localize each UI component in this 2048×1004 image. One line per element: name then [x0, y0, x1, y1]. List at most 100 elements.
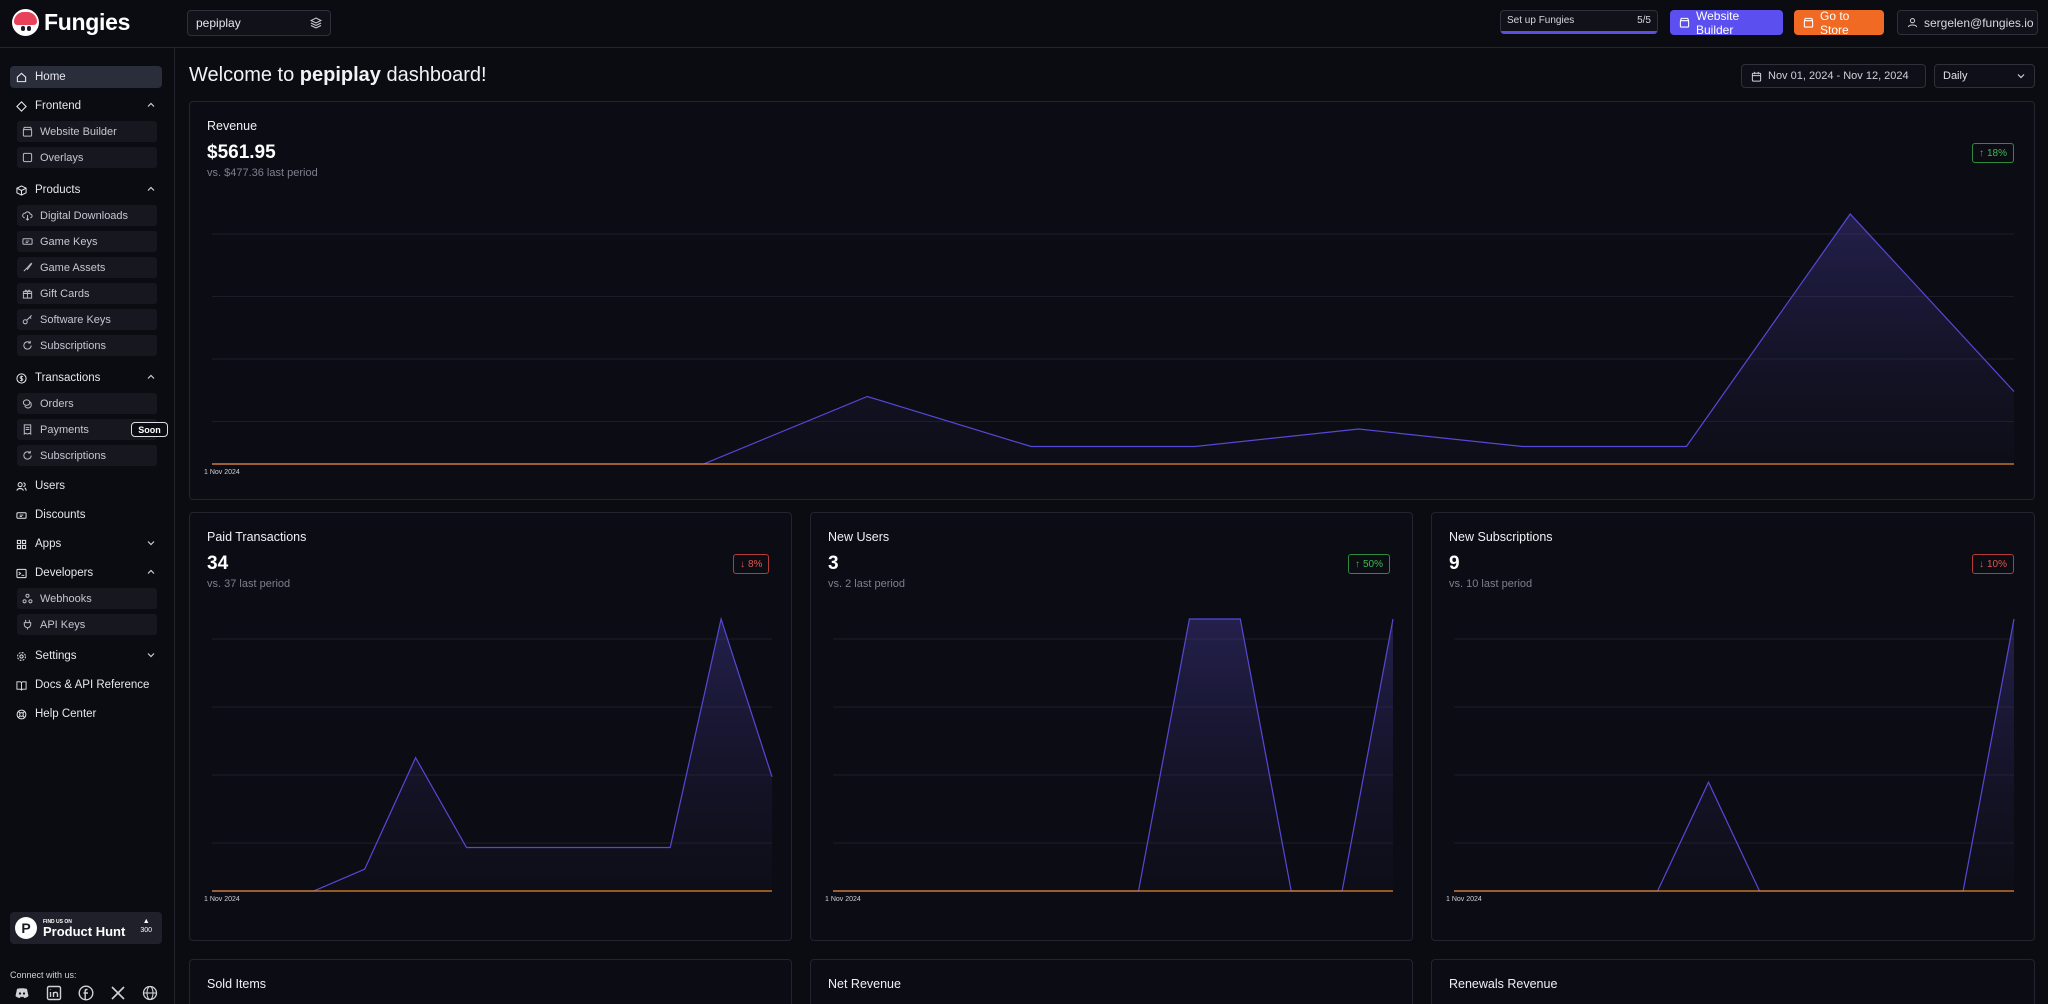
refresh-icon: [23, 450, 32, 460]
linkedin-icon[interactable]: [46, 985, 62, 1001]
setup-progress[interactable]: Set up Fungies 5/5: [1500, 10, 1658, 34]
frontend-icon: [16, 100, 27, 112]
card-value: 34: [207, 553, 229, 574]
card-value: $561.95: [207, 142, 276, 163]
dollar-circle-icon: [16, 372, 27, 384]
sidebar-item-users[interactable]: Users: [10, 475, 162, 497]
sidebar-group-developers[interactable]: Developers: [10, 562, 162, 584]
new-subscriptions-chart: 1 Nov 2024: [1446, 618, 2015, 903]
website-builder-button[interactable]: Website Builder: [1670, 9, 1783, 37]
sidebar-group-apps[interactable]: Apps: [10, 533, 162, 555]
card-title: Revenue: [207, 119, 258, 133]
store-selector[interactable]: pepiplay: [187, 10, 331, 36]
card-value: 3: [828, 553, 839, 574]
date-range-picker[interactable]: Nov 01, 2024 - Nov 12, 2024: [1741, 64, 1926, 88]
sidebar-item-game-keys[interactable]: Game Keys: [17, 231, 157, 252]
sidebar-item-help-center[interactable]: Help Center: [10, 703, 162, 725]
user-menu-button[interactable]: sergelen@fungies.io: [1897, 10, 2038, 35]
sidebar: Home Frontend Website Builder Overlays P…: [0, 48, 175, 1004]
sidebar-group-frontend[interactable]: Frontend: [10, 95, 162, 117]
sidebar-item-label: Game Assets: [40, 261, 106, 274]
book-icon: [16, 680, 27, 691]
sidebar-item-label: Products: [35, 184, 81, 196]
paid-transactions-chart: 1 Nov 2024: [204, 616, 773, 903]
x-tick-label: 1 Nov 2024: [1446, 896, 1482, 903]
sidebar-item-docs[interactable]: Docs & API Reference: [10, 674, 162, 696]
sidebar-item-website-builder[interactable]: Website Builder: [17, 121, 157, 142]
revenue-chart: 1 Nov 2024: [204, 213, 2015, 476]
store-icon: [22, 126, 33, 137]
period-select[interactable]: Daily: [1934, 64, 2035, 88]
sidebar-item-label: Discounts: [35, 509, 86, 521]
sidebar-item-product-subscriptions[interactable]: Subscriptions: [17, 335, 157, 356]
chevron-up-icon: [147, 186, 155, 191]
sidebar-group-transactions[interactable]: Transactions: [10, 367, 162, 389]
home-icon: [16, 72, 27, 82]
soon-badge: Soon: [131, 422, 168, 437]
sidebar-item-label: Website Builder: [40, 125, 117, 138]
sidebar-item-label: Help Center: [35, 708, 97, 720]
sidebar-group-settings[interactable]: Settings: [10, 645, 162, 667]
card-title: Paid Transactions: [207, 530, 307, 544]
sidebar-item-gift-cards[interactable]: Gift Cards: [17, 283, 157, 304]
globe-icon[interactable]: [142, 985, 158, 1001]
sidebar-item-api-keys[interactable]: API Keys: [17, 614, 157, 635]
sold-items-card: Sold Items: [189, 959, 792, 1004]
setup-progress-bar: [1501, 31, 1657, 34]
plug-icon: [23, 619, 32, 630]
sidebar-item-label: API Keys: [40, 618, 86, 631]
card-previous: vs. $477.36 last period: [207, 167, 318, 179]
card-previous: vs. 10 last period: [1449, 578, 1533, 590]
setup-count: 5/5: [1637, 15, 1651, 26]
revenue-card: Revenue $561.95 vs. $477.36 last period …: [189, 101, 2035, 500]
gift-icon: [22, 289, 33, 299]
coins-icon: [22, 399, 32, 409]
sidebar-group-products[interactable]: Products: [10, 179, 162, 201]
sidebar-item-label: Subscriptions: [40, 449, 107, 462]
change-badge: ↓ 10%: [1972, 554, 2015, 574]
chevron-up-icon: [147, 374, 155, 379]
store-name: pepiplay: [196, 16, 241, 30]
chevron-up-icon: [147, 102, 155, 107]
series-area: [1454, 619, 2014, 891]
sidebar-item-software-keys[interactable]: Software Keys: [17, 309, 157, 330]
card-title: Renewals Revenue: [1449, 977, 1558, 991]
sidebar-item-discounts[interactable]: Discounts: [10, 504, 162, 526]
webhook-icon: [22, 593, 33, 604]
sidebar-item-home[interactable]: Home: [10, 66, 162, 88]
sidebar-item-label: Orders: [40, 397, 74, 410]
facebook-icon[interactable]: [78, 985, 94, 1001]
sidebar-item-overlays[interactable]: Overlays: [17, 147, 157, 168]
card-value: 9: [1449, 553, 1460, 574]
sidebar-item-digital-downloads[interactable]: Digital Downloads: [17, 205, 157, 226]
sidebar-item-label: Users: [35, 480, 66, 492]
welcome-store: pepiplay: [299, 64, 381, 86]
sidebar-item-webhooks[interactable]: Webhooks: [17, 588, 157, 609]
product-hunt-votes: ▲ 300: [140, 917, 152, 935]
sidebar-item-game-assets[interactable]: Game Assets: [17, 257, 157, 278]
product-hunt-badge[interactable]: P FIND US ON Product Hunt ▲ 300: [10, 912, 162, 944]
x-tick-label: 1 Nov 2024: [204, 896, 240, 903]
fungies-logo[interactable]: Fungies: [12, 9, 130, 36]
period-value: Daily: [1943, 70, 1968, 82]
change-badge: ↓ 8%: [733, 554, 770, 574]
series-area: [212, 214, 2014, 464]
brush-icon: [23, 262, 33, 272]
receipt-icon: [23, 424, 32, 435]
social-links: [14, 985, 158, 1001]
discord-icon[interactable]: [14, 985, 30, 1001]
refresh-icon: [23, 340, 32, 350]
go-to-store-button[interactable]: Go to Store: [1794, 9, 1884, 37]
sidebar-item-label: Subscriptions: [40, 339, 107, 352]
lifebuoy-icon: [16, 709, 27, 719]
sidebar-item-payments[interactable]: Payments Soon: [17, 419, 168, 440]
x-icon[interactable]: [110, 985, 126, 1001]
sidebar-item-transaction-subscriptions[interactable]: Subscriptions: [17, 445, 157, 466]
sidebar-item-orders[interactable]: Orders: [17, 393, 157, 414]
mushroom-icon: [12, 9, 39, 36]
x-tick-label: 1 Nov 2024: [825, 896, 861, 903]
brand-name: Fungies: [44, 9, 131, 35]
sidebar-item-label: Frontend: [35, 100, 82, 112]
date-range-value: Nov 01, 2024 - Nov 12, 2024: [1768, 70, 1909, 82]
sidebar-item-label: Software Keys: [40, 313, 111, 326]
